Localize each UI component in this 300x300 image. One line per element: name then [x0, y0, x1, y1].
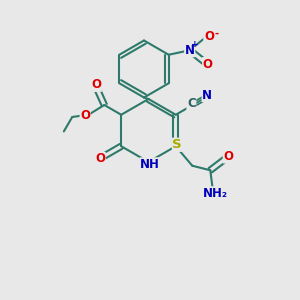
Text: -: -	[214, 29, 219, 39]
Text: O: O	[80, 109, 90, 122]
Text: S: S	[172, 138, 182, 151]
Text: C: C	[187, 97, 196, 110]
Text: +: +	[191, 40, 199, 49]
Text: NH: NH	[140, 158, 160, 171]
Text: N: N	[185, 44, 195, 57]
Text: O: O	[223, 150, 233, 163]
Text: NH₂: NH₂	[202, 187, 228, 200]
Text: O: O	[203, 58, 213, 70]
Text: N: N	[202, 88, 212, 102]
Text: O: O	[91, 78, 101, 92]
Text: O: O	[95, 152, 105, 166]
Text: O: O	[204, 30, 214, 43]
